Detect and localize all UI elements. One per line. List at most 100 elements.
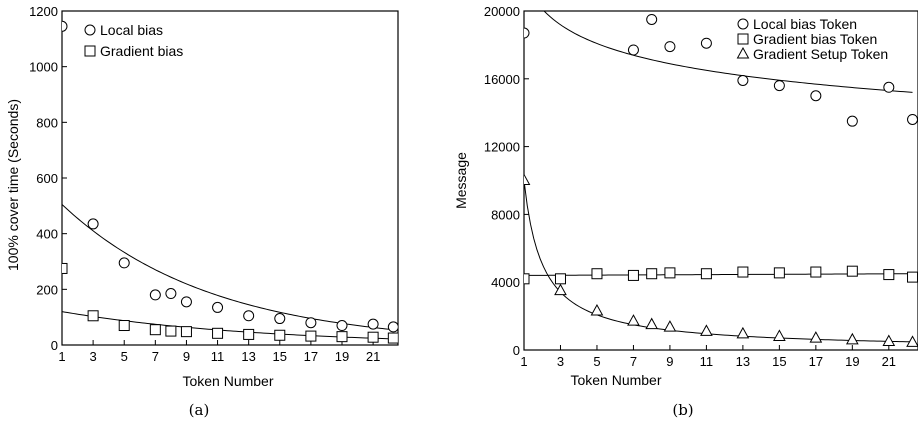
x-tick-label: 5	[121, 349, 128, 364]
data-point-square	[274, 329, 286, 341]
fit-curve	[524, 180, 913, 343]
data-point-triangle	[906, 335, 918, 347]
data-point-circle	[524, 27, 530, 39]
x-tick-label: 9	[666, 354, 673, 369]
data-point-circle	[700, 37, 712, 49]
data-point-square	[118, 320, 130, 332]
data-point-circle	[62, 20, 68, 32]
data-point-circle	[367, 318, 379, 330]
data-point-circle	[274, 313, 286, 325]
y-tick-label: 400	[36, 227, 58, 242]
data-point-square	[180, 326, 192, 338]
y-tick-label: 200	[36, 282, 58, 297]
data-point-square	[773, 267, 785, 279]
data-point-triangle	[773, 329, 786, 341]
plot-frame	[61, 10, 399, 346]
series-circle	[62, 20, 398, 333]
series-square	[62, 262, 398, 344]
data-point-circle	[664, 41, 676, 53]
data-point-square	[883, 269, 895, 281]
data-point-circle	[212, 301, 224, 313]
data-point-circle	[336, 320, 348, 332]
legend-marker-circle	[84, 24, 96, 36]
data-point-square	[165, 325, 177, 337]
legend-label: Gradient Setup Token	[753, 46, 888, 62]
x-tick-label: 11	[211, 349, 225, 364]
data-point-square	[810, 266, 822, 278]
y-tick-label: 0	[513, 343, 520, 358]
data-point-circle	[305, 317, 317, 329]
panel-caption: (b)	[672, 401, 693, 419]
panel-caption: (a)	[189, 401, 210, 419]
x-tick-label: 5	[593, 354, 600, 369]
data-point-square	[646, 268, 658, 280]
data-point-triangle	[882, 334, 896, 347]
data-point-square	[367, 331, 379, 343]
data-point-square	[87, 310, 99, 322]
data-point-circle	[773, 80, 785, 92]
data-point-triangle	[554, 283, 567, 296]
fit-curve	[62, 204, 394, 331]
x-tick-label: 9	[183, 349, 190, 364]
x-tick-label: 1	[520, 354, 527, 369]
data-point-circle	[737, 74, 749, 86]
y-tick-label: 20000	[484, 4, 520, 19]
data-point-triangle	[845, 332, 859, 345]
data-point-triangle	[645, 317, 659, 330]
data-point-square	[700, 268, 712, 280]
y-tick-label: 1000	[29, 60, 58, 75]
legend-label: Local bias Token	[753, 16, 857, 32]
data-point-square	[305, 330, 317, 342]
data-point-circle	[387, 321, 398, 333]
data-point-triangle	[809, 331, 823, 343]
fit-curve	[543, 11, 913, 93]
data-point-square	[846, 265, 858, 277]
y-tick-label: 600	[36, 171, 58, 186]
data-point-circle	[627, 44, 639, 56]
legend-label: Gradient bias Token	[753, 31, 877, 47]
x-tick-label: 17	[809, 354, 823, 369]
x-axis-label: Token Number	[182, 373, 273, 389]
data-point-circle	[165, 288, 177, 300]
data-point-square	[149, 324, 161, 336]
data-point-circle	[846, 115, 858, 127]
data-point-square	[907, 271, 918, 283]
data-point-square	[387, 332, 398, 344]
x-tick-label: 1	[58, 349, 65, 364]
legend: Local bias Gradient bias	[84, 22, 183, 59]
data-point-circle	[180, 296, 192, 308]
x-tick-label: 21	[882, 354, 896, 369]
data-point-circle	[87, 218, 99, 230]
series-triangle	[524, 173, 918, 347]
data-point-circle	[907, 113, 918, 125]
y-tick-label: 8000	[491, 207, 520, 222]
x-axis-label: Token Number	[570, 372, 661, 388]
x-tick-label: 3	[557, 354, 564, 369]
legend-marker-square	[737, 33, 749, 45]
legend-label: Gradient bias	[100, 43, 183, 59]
y-tick-label: 1200	[29, 4, 58, 19]
data-point-square	[554, 273, 566, 285]
data-point-triangle	[524, 173, 531, 185]
data-point-circle	[149, 289, 161, 301]
legend-marker-triangle	[736, 46, 750, 59]
x-tick-label: 13	[736, 354, 750, 369]
y-tick-label: 12000	[484, 140, 520, 155]
data-point-square	[62, 262, 68, 274]
x-tick-label: 19	[845, 354, 859, 369]
y-tick-label: 16000	[484, 72, 520, 87]
data-point-square	[243, 328, 255, 340]
x-tick-label: 7	[152, 349, 159, 364]
x-tick-label: 21	[366, 349, 380, 364]
y-tick-label: 0	[51, 338, 58, 353]
data-point-circle	[883, 81, 895, 93]
series-square	[524, 265, 918, 285]
legend-marker-square	[84, 45, 96, 57]
data-point-triangle	[700, 324, 713, 336]
legend-label: Local bias	[100, 22, 163, 38]
y-axis-label: Message	[453, 152, 469, 209]
data-point-square	[212, 327, 224, 339]
data-point-square	[737, 266, 749, 278]
x-tick-label: 17	[304, 349, 318, 364]
